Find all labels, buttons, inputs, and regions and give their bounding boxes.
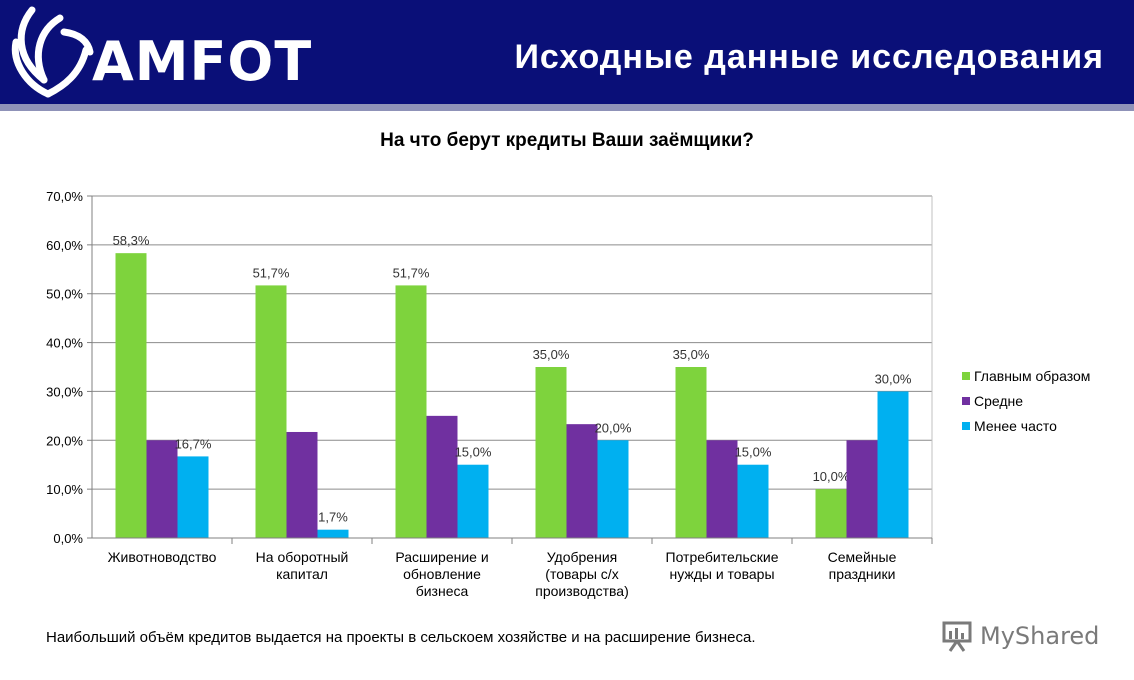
y-tick-label: 30,0% — [46, 384, 83, 399]
leaf-emblem-icon — [11, 6, 94, 98]
bar-less — [457, 464, 489, 538]
data-label: 20,0% — [595, 420, 632, 435]
x-tick-label: (товары с/х — [545, 566, 618, 582]
data-label: 51,7% — [393, 265, 430, 280]
header-divider — [0, 104, 1134, 111]
y-tick-label: 40,0% — [46, 336, 83, 351]
logo-text: AMFOT — [92, 30, 313, 93]
page-title: Исходные данные исследования — [514, 38, 1104, 76]
x-tick-label: капитал — [276, 566, 328, 582]
data-label: 10,0% — [813, 469, 850, 484]
chart-legend: Главным образом Средне Менее часто — [962, 363, 1090, 438]
y-tick-label: 10,0% — [46, 482, 83, 497]
x-tick-label: Удобрения — [547, 549, 617, 565]
legend-swatch-less — [962, 421, 970, 430]
y-tick-label: 20,0% — [46, 433, 83, 448]
bar-medium — [566, 424, 598, 538]
data-label: 58,3% — [113, 233, 150, 248]
x-tick-label: обновление — [403, 566, 481, 582]
x-tick-label: Расширение и — [395, 549, 488, 565]
data-label: 51,7% — [253, 265, 290, 280]
legend-swatch-medium — [962, 396, 970, 405]
x-tick-label: На оборотный — [256, 549, 349, 565]
data-label: 15,0% — [735, 445, 772, 460]
legend-swatch-main — [962, 371, 970, 380]
chart-title: На что берут кредиты Ваши заёмщики? — [380, 130, 754, 151]
x-tick-label: бизнеса — [416, 583, 469, 599]
footnote: Наибольший объём кредитов выдается на пр… — [46, 629, 756, 646]
data-label: 15,0% — [455, 445, 492, 460]
x-tick-label: Семейные — [828, 549, 897, 565]
bar-main — [395, 285, 427, 538]
y-tick-label: 60,0% — [46, 238, 83, 253]
legend-label-main: Главным образом — [974, 367, 1091, 384]
bar-less — [317, 529, 349, 538]
bar-medium — [286, 431, 318, 538]
watermark: MyShared — [940, 614, 1110, 658]
bar-main — [815, 489, 847, 538]
x-tick-label: производства) — [535, 583, 628, 599]
watermark-text: MyShared — [980, 622, 1100, 650]
data-label: 35,0% — [673, 347, 710, 362]
y-tick-label: 0,0% — [53, 531, 83, 546]
x-tick-label: Потребительские — [666, 549, 779, 565]
x-tick-label: нужды и товары — [669, 566, 774, 582]
y-tick-label: 70,0% — [46, 189, 83, 204]
legend-label-less: Менее часто — [974, 417, 1057, 434]
x-tick-label: Животноводство — [108, 549, 217, 565]
bar-medium — [846, 440, 878, 538]
legend-item-medium: Средне — [962, 388, 1090, 413]
legend-label-medium: Средне — [974, 392, 1024, 409]
bar-less — [737, 464, 769, 538]
bar-less — [877, 391, 909, 538]
bar-medium — [426, 415, 458, 538]
data-label: 35,0% — [533, 347, 570, 362]
presentation-board-icon — [942, 621, 972, 652]
legend-item-less: Менее часто — [962, 413, 1090, 438]
bar-main — [535, 367, 567, 538]
y-tick-label: 50,0% — [46, 287, 83, 302]
legend-item-main: Главным образом — [962, 363, 1090, 388]
bar-main — [675, 367, 707, 538]
bar-medium — [706, 440, 738, 538]
x-tick-label: праздники — [829, 566, 896, 582]
header-bar: AMFOT Исходные данные исследования — [0, 0, 1134, 104]
data-label: 16,7% — [175, 436, 212, 451]
data-label: 30,0% — [875, 371, 912, 386]
bar-less — [177, 456, 209, 538]
data-label: 1,7% — [318, 510, 348, 525]
bar-medium — [146, 440, 178, 538]
bar-main — [255, 285, 287, 538]
bar-main — [115, 253, 147, 539]
bar-less — [597, 440, 629, 538]
amfot-logo — [11, 6, 94, 98]
